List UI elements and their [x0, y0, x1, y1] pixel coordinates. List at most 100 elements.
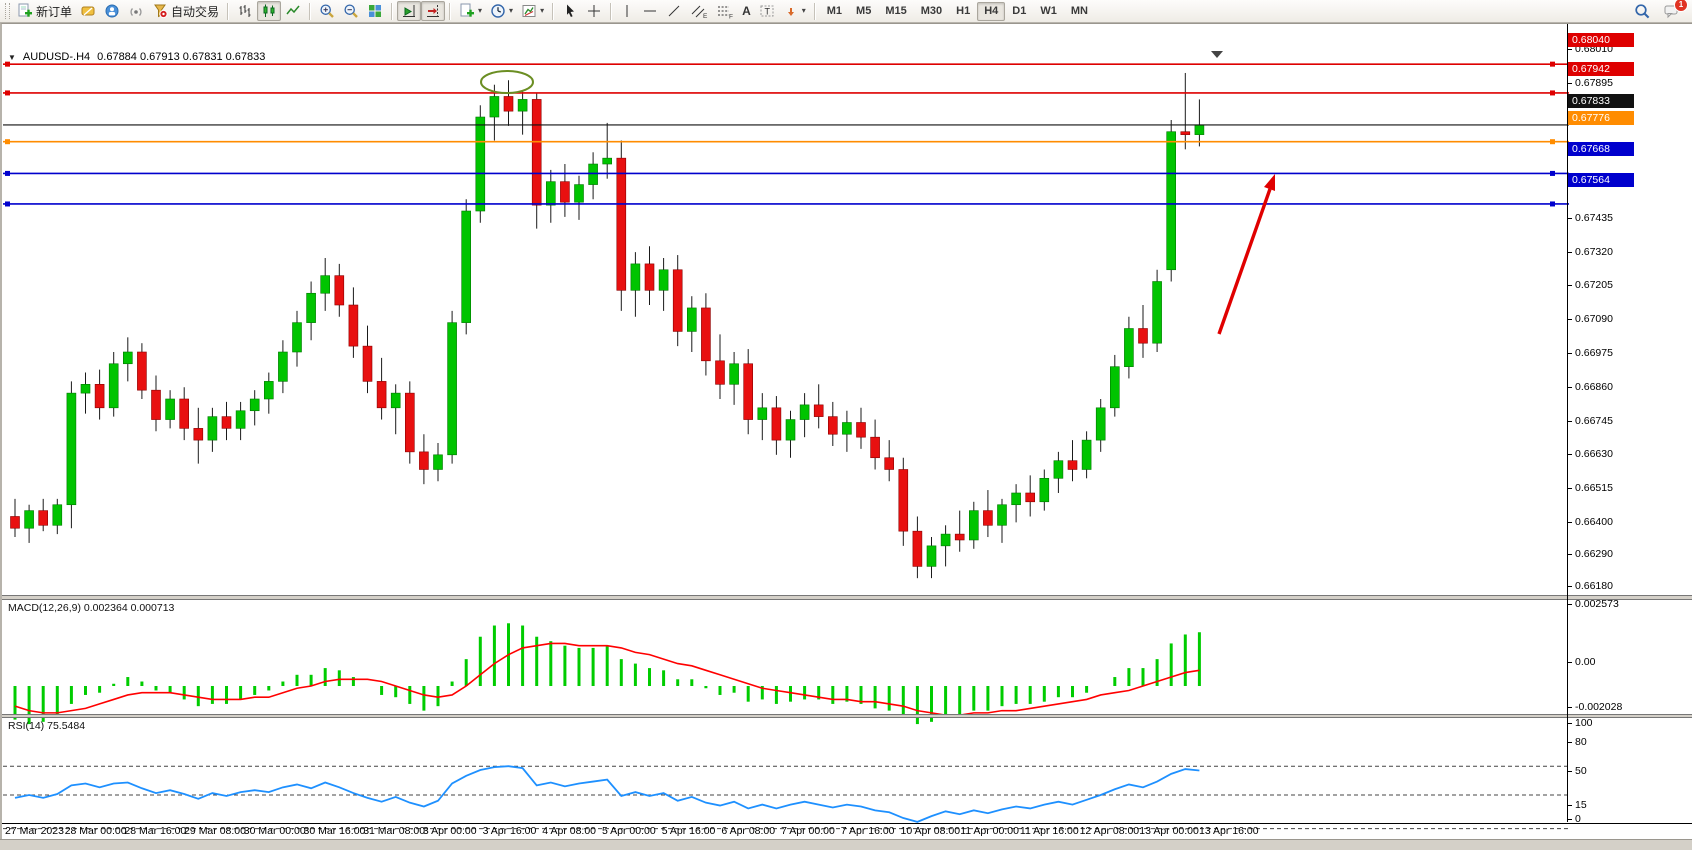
- zoom-out-button[interactable]: [339, 1, 363, 21]
- candle-body: [235, 410, 246, 429]
- cursor-button[interactable]: [558, 1, 582, 21]
- timeframe-m15[interactable]: M15: [878, 2, 913, 21]
- price-axis[interactable]: 0.680100.678950.677800.676650.675500.674…: [1568, 24, 1692, 825]
- line-handle[interactable]: [5, 139, 10, 145]
- rsi-tick-mark: [1568, 723, 1572, 724]
- line-handle[interactable]: [1550, 139, 1555, 145]
- time-label: 30 Mar 00:00: [243, 825, 306, 837]
- periods-dropdown[interactable]: ▾: [486, 1, 517, 21]
- line-handle[interactable]: [5, 170, 10, 176]
- main-price-panel[interactable]: [3, 48, 1569, 618]
- time-axis-line: [2, 823, 1692, 824]
- ellipse-annotation[interactable]: [480, 70, 534, 94]
- panel-separator[interactable]: [2, 714, 1692, 718]
- candle-body: [66, 392, 77, 506]
- candlestick-chart-button[interactable]: [257, 1, 282, 21]
- arrows-caret: ▾: [801, 6, 806, 15]
- macd-panel: [13, 623, 1201, 725]
- crosshair-button[interactable]: [582, 1, 606, 21]
- horizontal-line-0.68040[interactable]: [3, 61, 1569, 67]
- price-tick-mark: [1568, 586, 1572, 588]
- vertical-line-button[interactable]: [616, 1, 638, 21]
- time-axis[interactable]: 27 Mar 2023 28 Mar 00:00 28 Mar 16:00 29 Ma…: [3, 824, 1569, 839]
- price-badge-0.67942[interactable]: 0.67942: [1568, 61, 1634, 76]
- fibonacci-button[interactable]: F: [712, 1, 738, 21]
- notifications-button[interactable]: 1: [1659, 0, 1688, 21]
- text-label-button[interactable]: T: [755, 1, 779, 21]
- candle-body: [1194, 124, 1205, 135]
- line-handle[interactable]: [1550, 201, 1555, 207]
- toolbar-separator: [227, 2, 230, 20]
- candle-body: [292, 322, 302, 353]
- candle-body: [1039, 477, 1050, 503]
- auto-scroll-button[interactable]: [397, 1, 422, 21]
- price-badge-0.67668[interactable]: 0.67668: [1568, 142, 1634, 157]
- timeframe-d1[interactable]: D1: [1005, 2, 1033, 21]
- bar-chart-button[interactable]: [233, 1, 257, 21]
- candle-body: [870, 436, 880, 459]
- templates-dropdown[interactable]: ▾: [517, 1, 548, 21]
- shift-marker[interactable]: [1211, 51, 1223, 58]
- line-handle[interactable]: [5, 61, 10, 67]
- timeframe-h1[interactable]: H1: [949, 2, 977, 21]
- line-chart-icon: [286, 5, 300, 15]
- horizontal-line-0.67776[interactable]: [3, 139, 1569, 145]
- candlestick-chart-icon: [263, 4, 275, 17]
- line-handle[interactable]: [5, 90, 10, 96]
- candle-body: [1124, 328, 1134, 367]
- autotrading-button[interactable]: 自动交易: [148, 1, 223, 21]
- arrows-dropdown[interactable]: ▾: [779, 1, 810, 21]
- line-handle[interactable]: [1550, 90, 1555, 96]
- arrows-icon: [787, 8, 794, 16]
- one-click-trading-caret[interactable]: ▼: [8, 52, 16, 62]
- time-label: 13 Apr 16:00: [1199, 825, 1259, 837]
- text-label-icon: T: [760, 5, 774, 17]
- panel-separator[interactable]: [2, 595, 1692, 600]
- community-button[interactable]: [100, 1, 124, 21]
- zoom-in-button[interactable]: [315, 1, 339, 21]
- candle-body: [856, 422, 866, 438]
- timeframe-w1[interactable]: W1: [1033, 2, 1064, 21]
- trendline-icon: [668, 5, 680, 17]
- timeframe-mn[interactable]: MN: [1064, 2, 1095, 21]
- new-chart-dropdown[interactable]: ▾: [455, 1, 486, 21]
- candle-body: [672, 269, 683, 332]
- timeframe-m1[interactable]: M1: [820, 2, 849, 21]
- candle-body: [404, 392, 415, 453]
- horizontal-line-0.67942[interactable]: [3, 90, 1569, 96]
- candle-body: [94, 384, 105, 409]
- chart-window[interactable]: ▼ AUDUSD-.H4 0.67884 0.67913 0.67831 0.6…: [0, 23, 1692, 839]
- signals-button[interactable]: [124, 1, 148, 21]
- horizontal-line-0.67564[interactable]: [3, 201, 1569, 207]
- price-badge-0.67776[interactable]: 0.67776: [1568, 110, 1634, 125]
- price-badge-0.68040[interactable]: 0.68040: [1568, 33, 1634, 48]
- candle-body: [827, 416, 838, 435]
- price-tick-mark: [1568, 554, 1572, 556]
- new-order-button[interactable]: 新订单: [13, 1, 76, 21]
- arrow-annotation[interactable]: [1217, 174, 1275, 335]
- line-handle[interactable]: [5, 201, 10, 207]
- price-tick-mark: [1568, 454, 1572, 456]
- text-button[interactable]: A: [738, 1, 755, 21]
- candle-body: [263, 381, 274, 400]
- line-handle[interactable]: [1550, 170, 1555, 176]
- macd-tick-mark: [1568, 604, 1572, 606]
- metaeditor-button[interactable]: [76, 1, 100, 21]
- chart-shift-icon: [427, 5, 440, 17]
- equidistant-channel-button[interactable]: E: [686, 1, 712, 21]
- search-button[interactable]: [1630, 1, 1655, 21]
- line-chart-button[interactable]: [281, 1, 305, 21]
- community-icon: [105, 4, 119, 18]
- line-handle[interactable]: [1550, 61, 1555, 67]
- timeframe-m30[interactable]: M30: [914, 2, 949, 21]
- horizontal-line-button[interactable]: [638, 1, 662, 21]
- timeframe-m5[interactable]: M5: [849, 2, 878, 21]
- candle-body: [475, 116, 486, 212]
- horizontal-line-0.67668[interactable]: [3, 170, 1569, 176]
- price-badge-0.67564[interactable]: 0.67564: [1568, 172, 1634, 187]
- trendline-button[interactable]: [662, 1, 686, 21]
- timeframe-h4[interactable]: H4: [977, 1, 1006, 21]
- tile-windows-button[interactable]: [363, 1, 387, 21]
- chart-shift-button[interactable]: [421, 1, 446, 21]
- time-label: 11 Apr 00:00: [960, 825, 1019, 837]
